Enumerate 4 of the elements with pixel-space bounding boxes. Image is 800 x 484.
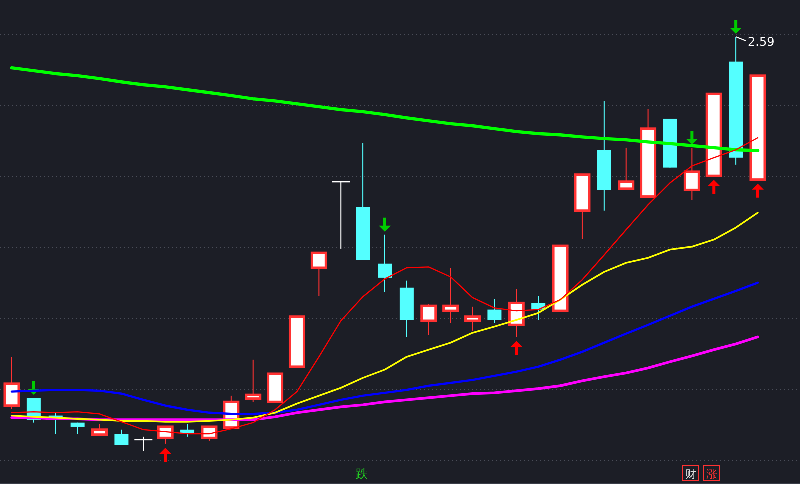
text: 财: [686, 468, 696, 481]
text: 涨: [706, 468, 718, 481]
text: 跌: [356, 467, 368, 481]
annotation: 2.59: [748, 35, 775, 49]
